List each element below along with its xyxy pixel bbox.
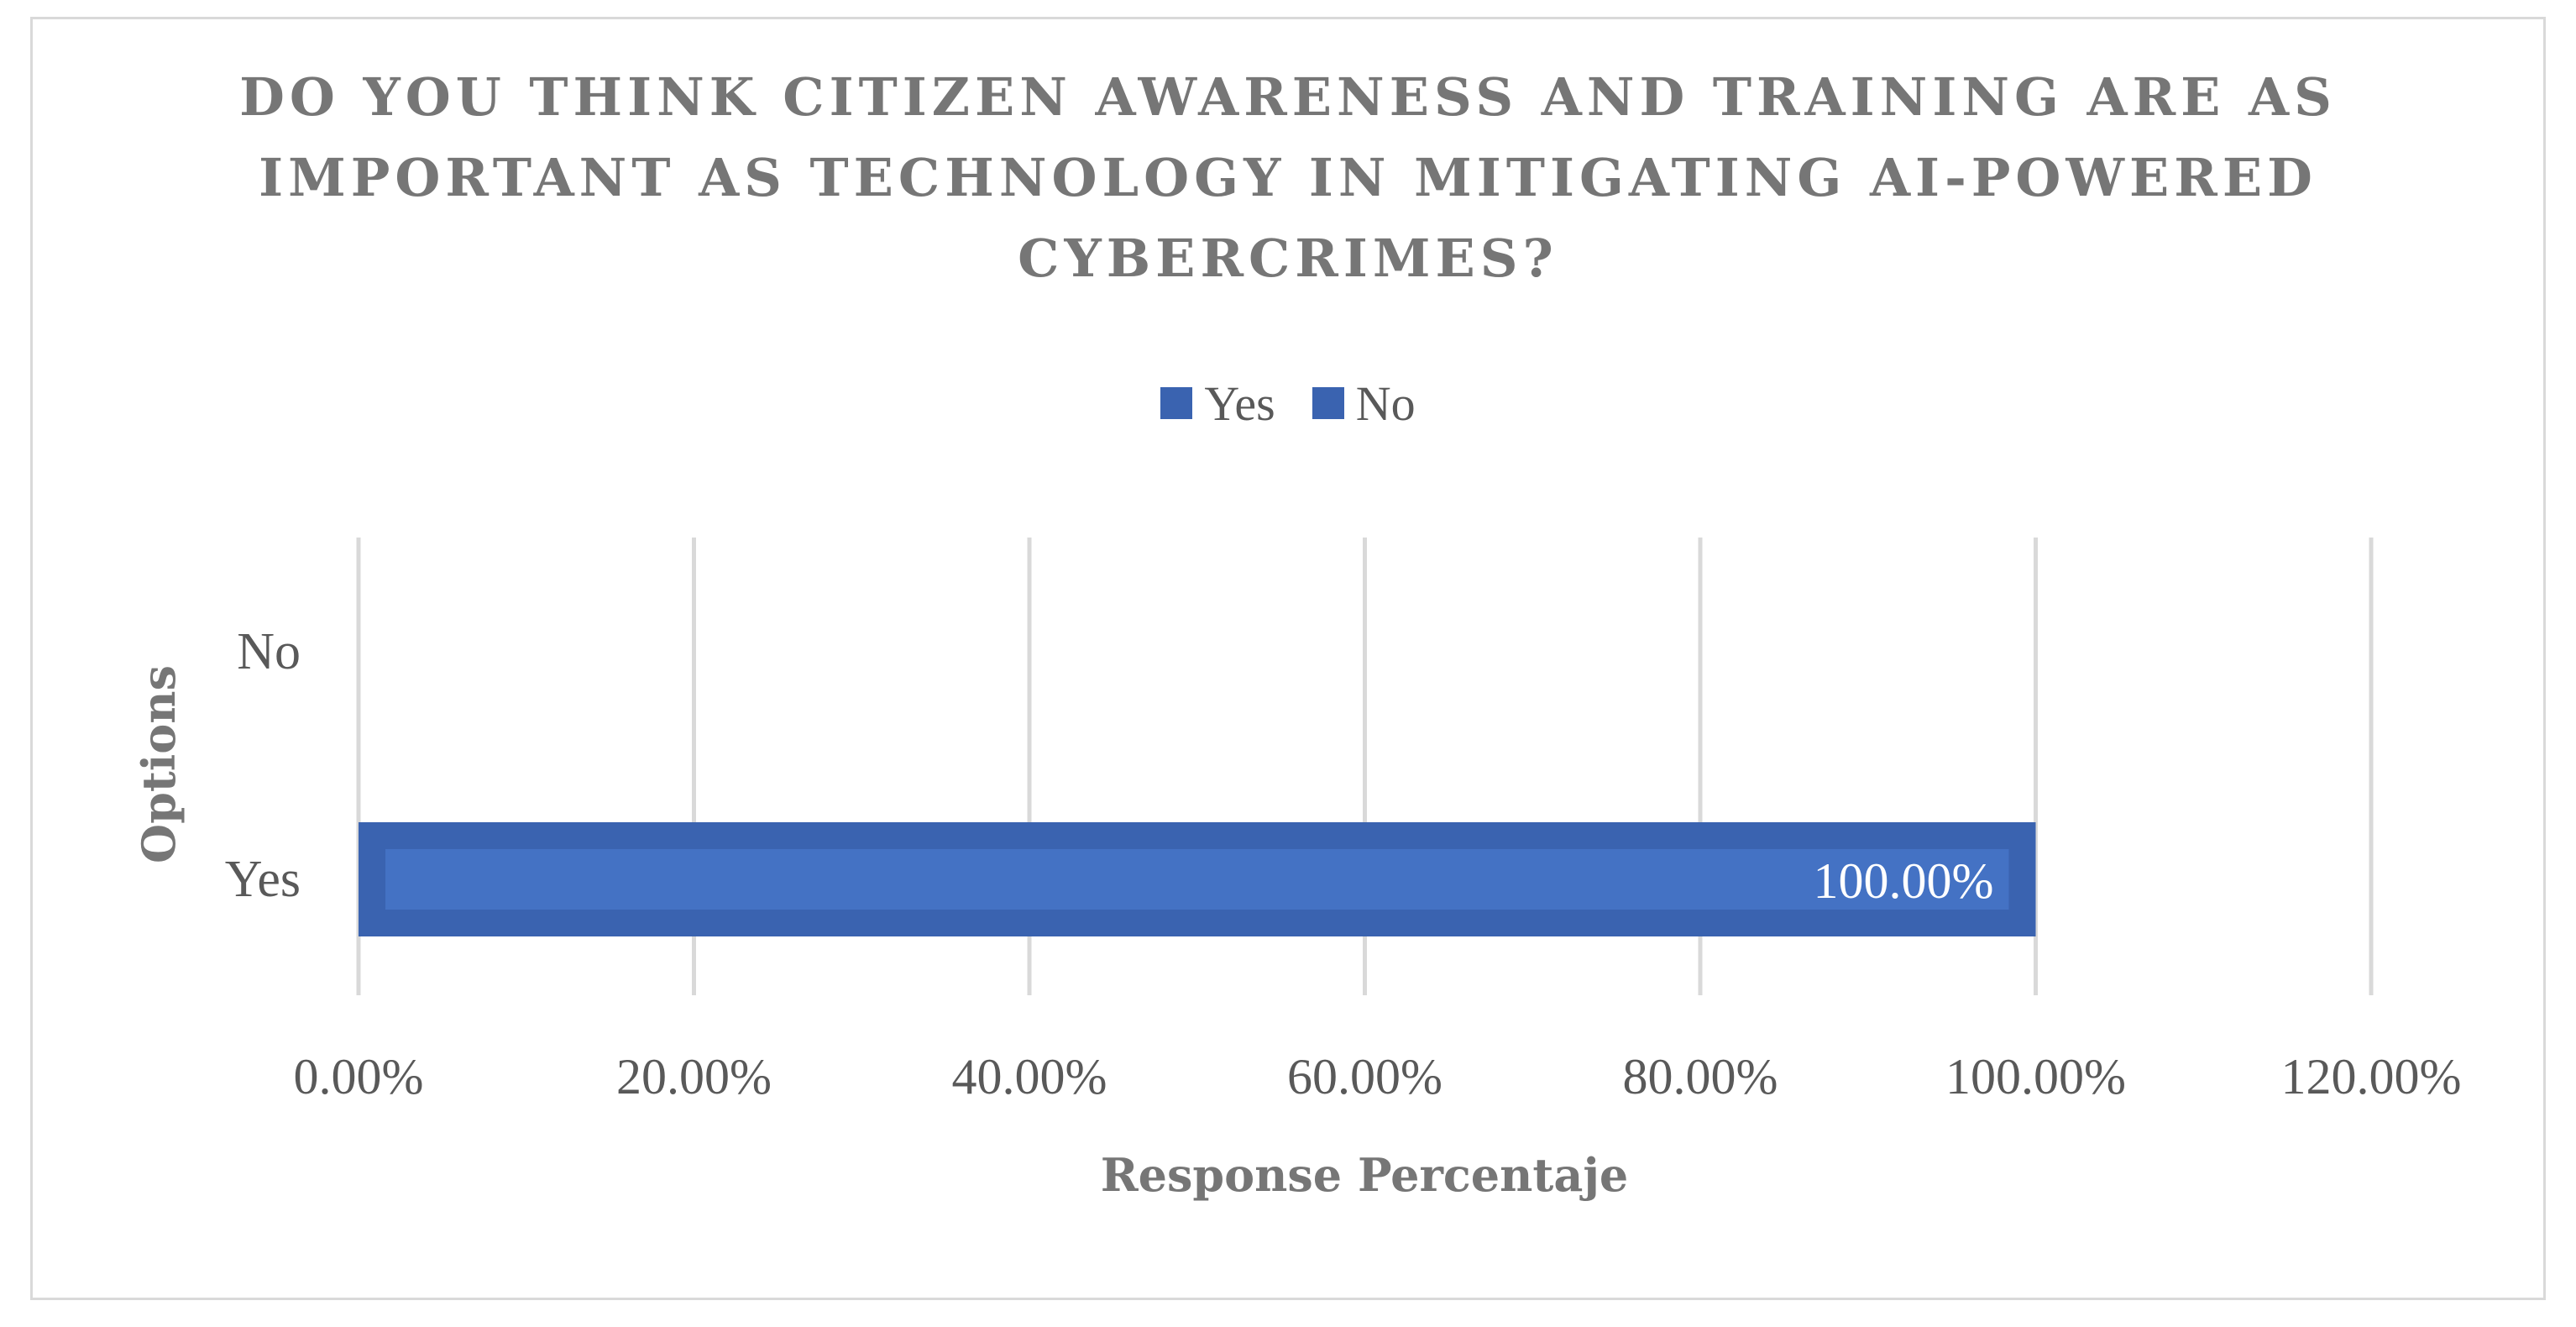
x-tick-label: 100.00% (1945, 1049, 2126, 1104)
chart-title-line-2: IMPORTANT AS TECHNOLOGY IN MITIGATING AI… (259, 147, 2317, 208)
legend: Yes No (0, 370, 2576, 437)
x-tick-label: 20.00% (616, 1049, 772, 1104)
chart-title: DO YOU THINK CITIZEN AWARENESS AND TRAIN… (0, 57, 2576, 299)
x-tick-label: 40.00% (952, 1049, 1107, 1104)
y-axis-title: Options (132, 665, 186, 863)
legend-swatch-no (1312, 387, 1344, 419)
chart-title-line-1: DO YOU THINK CITIZEN AWARENESS AND TRAIN… (239, 66, 2337, 128)
category-label: No (237, 623, 301, 680)
legend-label-no: No (1355, 375, 1416, 431)
chart-frame (30, 17, 2546, 1300)
legend-item-no: No (1312, 375, 1416, 432)
bar-highlight (385, 849, 2009, 910)
legend-swatch-yes (1160, 387, 1193, 419)
category-labels: Yes No (225, 623, 301, 908)
data-label: 100.00% (1814, 853, 1994, 909)
x-axis-title: Response Percentaje (1101, 1148, 1629, 1202)
x-tick-label: 60.00% (1287, 1049, 1442, 1104)
legend-item-yes: Yes (1160, 375, 1275, 432)
x-tick-label: 80.00% (1623, 1049, 1778, 1104)
chart-title-line-3: CYBERCRIMES? (1018, 228, 1558, 289)
x-tick-label: 120.00% (2281, 1049, 2462, 1104)
bars: 100.00% (359, 822, 2036, 936)
x-tick-labels: 0.00% 20.00% 40.00% 60.00% 80.00% 100.00% 120.… (294, 1049, 2462, 1104)
category-label: Yes (225, 851, 301, 908)
x-tick-label: 0.00% (294, 1049, 424, 1104)
legend-label-yes: Yes (1204, 375, 1275, 431)
